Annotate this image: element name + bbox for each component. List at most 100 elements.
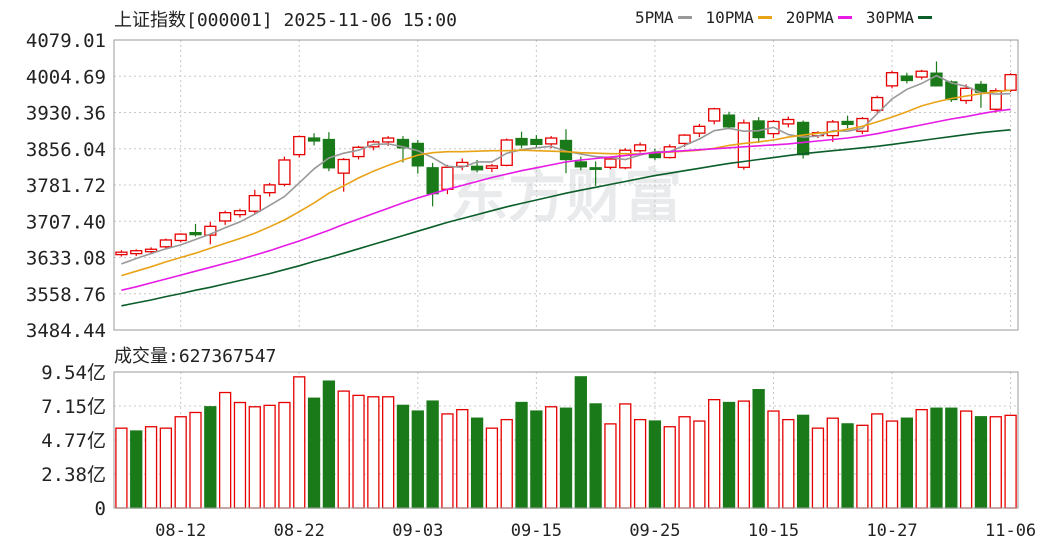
candle-body-up bbox=[633, 144, 647, 152]
candle-body-up bbox=[826, 121, 839, 137]
volume-bar-down bbox=[796, 414, 810, 509]
volume-bar-up bbox=[633, 418, 647, 509]
candle bbox=[515, 131, 528, 149]
price-y-tick-label: 4004.69 bbox=[26, 66, 106, 88]
candle-body-up bbox=[204, 225, 217, 236]
volume-bar-up bbox=[782, 418, 795, 509]
volume-bar-down bbox=[900, 417, 914, 509]
volume-bar-down bbox=[589, 403, 602, 509]
volume-bar-up bbox=[337, 390, 350, 509]
volume-bar-up bbox=[693, 420, 706, 509]
candle bbox=[218, 210, 232, 225]
volume-bar-down bbox=[396, 404, 410, 509]
volume-title: 成交量:627367547 bbox=[114, 346, 277, 367]
candle-body-down bbox=[722, 114, 736, 128]
candle-body-down bbox=[841, 120, 854, 126]
candle-body-down bbox=[574, 161, 587, 168]
candle-body-up bbox=[545, 137, 558, 145]
candle-body-up bbox=[989, 90, 1002, 110]
volume-bar-down bbox=[470, 417, 484, 509]
x-tick-label: 09-15 bbox=[511, 521, 562, 541]
candle-body-up bbox=[144, 248, 158, 253]
candle bbox=[293, 135, 306, 158]
candle-body-down bbox=[322, 138, 336, 169]
candle bbox=[174, 233, 187, 243]
candle-body-up bbox=[337, 158, 350, 174]
candle-body-up bbox=[130, 250, 143, 255]
candle-body-up bbox=[174, 233, 187, 242]
candle bbox=[115, 250, 128, 257]
candle-body-down bbox=[900, 75, 914, 82]
volume-bar-up bbox=[278, 401, 291, 509]
candle-body-up bbox=[233, 210, 247, 216]
candle-body-up bbox=[382, 137, 395, 143]
volume-bar-up bbox=[218, 391, 232, 509]
volume-bar-down bbox=[930, 407, 943, 509]
x-tick-label: 08-12 bbox=[155, 521, 206, 541]
volume-bar-up bbox=[811, 427, 825, 509]
legend-item-30pma: 30PMA bbox=[866, 8, 938, 27]
volume-bar-down bbox=[130, 430, 143, 509]
volume-y-tick-label: 9.54亿 bbox=[41, 362, 106, 384]
candle bbox=[708, 107, 721, 125]
candle-body-down bbox=[470, 165, 484, 171]
candle-body-down bbox=[426, 167, 439, 195]
volume-bar-up bbox=[604, 423, 617, 509]
ma20-line bbox=[121, 108, 1011, 291]
candle-body-up bbox=[456, 161, 469, 167]
price-y-tick-label: 3707.40 bbox=[26, 211, 106, 233]
volume-bar-up bbox=[293, 376, 306, 509]
chart-title: 上证指数[000001] 2025-11-06 15:00 bbox=[114, 10, 457, 31]
legend-label-30pma: 30PMA bbox=[865, 8, 915, 27]
candle bbox=[530, 135, 543, 148]
volume-bar-up bbox=[500, 418, 513, 509]
volume-bar-up bbox=[545, 406, 558, 509]
legend-item-20pma: 20PMA bbox=[786, 8, 858, 27]
legend-swatch-20pma bbox=[837, 16, 852, 19]
x-tick-label: 08-22 bbox=[274, 521, 325, 541]
x-tick-label: 09-25 bbox=[629, 521, 680, 541]
volume-bar-up bbox=[1004, 414, 1017, 509]
legend-swatch-5pma bbox=[677, 16, 692, 19]
volume-bar-down bbox=[648, 420, 662, 509]
candle bbox=[189, 223, 202, 237]
candle-body-down bbox=[796, 121, 810, 156]
volume-bar-down bbox=[411, 410, 424, 509]
ma10-line bbox=[121, 89, 1011, 277]
candle bbox=[322, 132, 336, 172]
price-y-tick-label: 3930.36 bbox=[26, 103, 106, 125]
candle bbox=[130, 249, 143, 257]
candle-body-down bbox=[930, 72, 943, 87]
legend: 5PMA 10PMA 20PMA 30PMA bbox=[635, 8, 946, 27]
volume-bar-up bbox=[767, 410, 780, 509]
volume-bar-up bbox=[678, 416, 691, 509]
volume-bar-up bbox=[144, 426, 158, 509]
candle bbox=[900, 72, 914, 84]
legend-item-10pma: 10PMA bbox=[706, 8, 778, 27]
volume-bar-up bbox=[115, 427, 128, 509]
volume-bar-up bbox=[826, 417, 839, 509]
volume-bar-down bbox=[722, 401, 736, 509]
volume-bar-up bbox=[915, 408, 928, 509]
price-y-tick-label: 4079.01 bbox=[26, 30, 106, 52]
candle-body-up bbox=[441, 166, 454, 190]
candle bbox=[633, 142, 647, 153]
volume-bar-up bbox=[871, 413, 884, 509]
watermark-text: 东方财富 bbox=[450, 162, 682, 230]
candle bbox=[915, 69, 928, 80]
candle-body-up bbox=[218, 212, 232, 222]
volume-bar-down bbox=[574, 376, 587, 509]
candle bbox=[589, 161, 602, 186]
volume-bar-up bbox=[441, 413, 454, 509]
legend-item-5pma: 5PMA bbox=[635, 8, 698, 27]
candle-body-down bbox=[648, 153, 662, 159]
candle-body-down bbox=[945, 81, 958, 101]
candle-body-up bbox=[159, 239, 173, 248]
candle-body-up bbox=[485, 165, 499, 169]
legend-label-10pma: 10PMA bbox=[705, 8, 754, 27]
candle bbox=[159, 238, 173, 249]
volume-bar-up bbox=[856, 424, 869, 509]
candle-body-down bbox=[189, 232, 202, 236]
candle-body-up bbox=[1004, 73, 1017, 91]
